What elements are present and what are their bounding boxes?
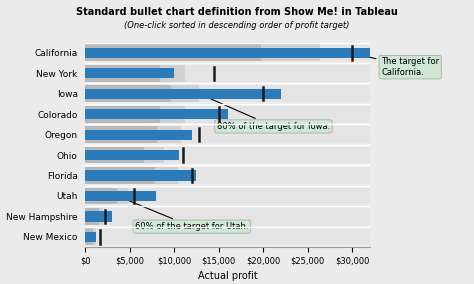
Bar — [85, 65, 185, 82]
Bar — [85, 187, 370, 204]
Bar — [85, 109, 228, 119]
Bar — [85, 167, 155, 184]
Bar — [85, 85, 370, 102]
Bar — [85, 187, 128, 204]
Bar — [85, 167, 178, 184]
Text: 80% of the target for Iowa.: 80% of the target for Iowa. — [203, 95, 330, 131]
Bar — [85, 65, 370, 82]
Bar — [85, 208, 103, 225]
Bar — [85, 85, 171, 102]
Bar — [85, 44, 370, 61]
Bar — [85, 208, 99, 225]
Bar — [85, 65, 160, 82]
Text: 60% of the target for Utah.: 60% of the target for Utah. — [121, 197, 248, 231]
Bar — [85, 48, 370, 58]
Bar — [85, 208, 370, 225]
Bar — [85, 130, 192, 140]
Text: The target for
California.: The target for California. — [356, 53, 439, 77]
Bar — [85, 44, 261, 61]
Bar — [85, 147, 164, 164]
Text: Standard bullet chart definition from Show Me! in Tableau: Standard bullet chart definition from Sh… — [76, 7, 398, 17]
Bar — [85, 126, 181, 143]
Bar — [85, 44, 320, 61]
Bar — [85, 228, 370, 245]
Bar — [85, 126, 370, 143]
Bar — [85, 147, 144, 164]
Bar — [85, 147, 370, 164]
Bar — [85, 106, 160, 123]
X-axis label: Actual profit: Actual profit — [198, 271, 257, 281]
Bar — [85, 170, 196, 181]
Bar — [85, 68, 174, 78]
Bar — [85, 106, 185, 123]
Bar — [85, 89, 281, 99]
Bar — [85, 150, 179, 160]
Bar — [85, 167, 370, 184]
Bar — [85, 106, 370, 123]
Text: (One-click sorted in descending order of profit target): (One-click sorted in descending order of… — [124, 21, 350, 30]
Bar — [85, 232, 96, 242]
Bar — [85, 191, 156, 201]
Bar — [85, 85, 199, 102]
Bar — [85, 228, 96, 245]
Bar — [85, 126, 157, 143]
Bar — [85, 228, 93, 245]
Bar — [85, 211, 112, 222]
Bar — [85, 187, 117, 204]
